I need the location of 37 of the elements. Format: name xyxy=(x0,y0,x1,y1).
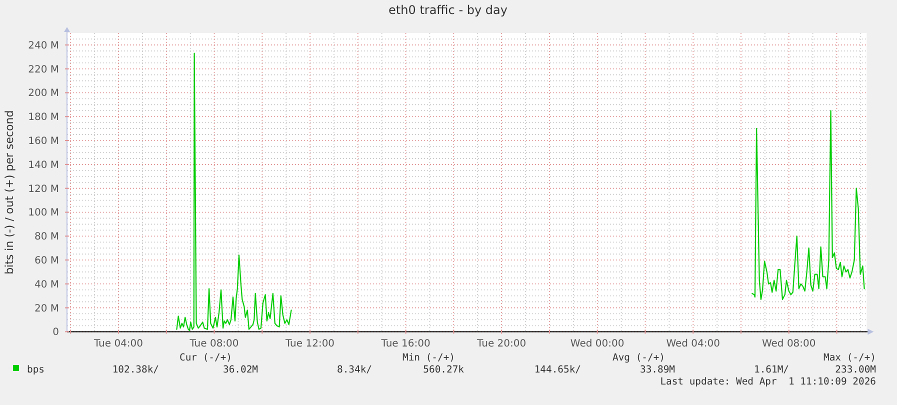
x-tick-label: Tue 20:00 xyxy=(476,338,526,350)
y-tick-label: 20 M xyxy=(34,303,59,314)
x-tick-label: Wed 08:00 xyxy=(762,338,816,350)
y-axis-title: bits in (-) / out (+) per second xyxy=(3,110,16,274)
y-tick-label: 100 M xyxy=(28,208,59,219)
y-tick-label: 220 M xyxy=(28,64,59,76)
y-tick-label: 160 M xyxy=(28,136,59,148)
y-tick-label: 0 xyxy=(52,327,59,338)
text: Last update: Wed Apr 1 11:10:09 2026 xyxy=(660,376,876,388)
y-tick-label: 240 M xyxy=(28,40,59,52)
text: 102.38k/ xyxy=(112,364,160,376)
x-tick-label: Tue 04:00 xyxy=(92,338,144,350)
text: 233.00M xyxy=(835,364,876,376)
y-tick-label: 40 M xyxy=(34,279,59,290)
x-tick-label: Tue 12:00 xyxy=(284,338,335,350)
text: 144.65k/ xyxy=(534,364,582,376)
y-tick-label: 140 M xyxy=(28,160,59,171)
text: Min (-/+) xyxy=(402,352,455,364)
text: Avg (-/+) xyxy=(612,352,665,364)
x-tick-label: Tue 16:00 xyxy=(380,338,430,350)
y-tick-label: 120 M xyxy=(28,184,59,195)
x-tick-label: Wed 04:00 xyxy=(666,338,720,350)
x-tick-label: Wed 00:00 xyxy=(570,338,624,350)
text: 33.89M xyxy=(640,364,676,376)
text: Max (-/+) xyxy=(824,352,876,364)
text: 36.02M xyxy=(223,364,258,376)
text: 560.27k xyxy=(423,364,464,376)
legend-label: bps xyxy=(27,364,44,376)
text: 8.34k/ xyxy=(337,364,372,376)
y-tick-label: 80 M xyxy=(34,232,59,243)
y-tick-label: 60 M xyxy=(34,256,59,267)
y-tick-label: 200 M xyxy=(28,88,59,100)
y-tick-label: 180 M xyxy=(28,112,59,124)
chart-title: eth0 traffic - by day xyxy=(388,3,508,17)
x-tick-label: Tue 08:00 xyxy=(188,338,239,350)
text: Cur (-/+) xyxy=(180,352,232,364)
text: 1.61M/ xyxy=(754,364,790,376)
